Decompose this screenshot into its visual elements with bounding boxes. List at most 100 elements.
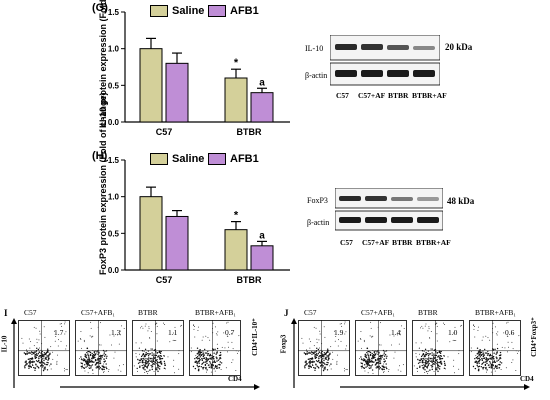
- g-ytick-label-3: 1.5: [108, 8, 120, 17]
- h-bar-afb1-btbr: [250, 245, 274, 271]
- flow-i-plot-title-1: C57+AFB₁: [81, 308, 115, 317]
- legend-saline-g: Saline: [150, 5, 204, 17]
- flow-j-plot-pct-3: 0.6: [505, 328, 515, 337]
- flow-j-dotplot-3: [469, 320, 521, 376]
- blot-g-label-il10: IL-10: [305, 44, 324, 53]
- legend-saline-swatch-h: [150, 153, 168, 165]
- g-annot-star: *: [234, 57, 239, 69]
- flow-j-dotplot-frame-1: [355, 320, 407, 376]
- flow-i-dots-0: [21, 321, 68, 372]
- legend-saline-label-h: Saline: [172, 153, 205, 165]
- h-bar-saline-c57: [139, 196, 163, 271]
- flow-j-tag: J: [284, 308, 289, 318]
- g-xlabel-0: C57: [156, 127, 173, 137]
- g-ytick-label-0: 0.0: [108, 118, 120, 127]
- g-ytick-label-1: 0.5: [108, 81, 120, 90]
- blot-g-image: [330, 35, 440, 86]
- legend-afb1-label-h: AFB1: [230, 153, 259, 165]
- g-ytick-label-2: 1.0: [108, 45, 120, 54]
- flow-j-dots-1: [357, 321, 405, 374]
- blot-g-lane-4: BTBR+AF: [412, 91, 447, 100]
- h-ytick-label-0: 0.0: [108, 266, 120, 275]
- h-annot-a: a: [259, 230, 265, 241]
- blot-g-lane-2: C57+AF: [358, 91, 386, 100]
- legend-afb1-label: AFB1: [230, 5, 259, 17]
- flow-j-xaxis: CD4: [520, 375, 534, 383]
- h-ytick-label-3: 1.5: [108, 156, 120, 165]
- flow-i-plot-pct-1: 1.3: [111, 328, 121, 337]
- flow-j-yaxis: Foxp3: [279, 334, 288, 354]
- h-bar-saline-btbr: [224, 229, 248, 271]
- flow-i-dotplot-frame-1: [75, 320, 127, 376]
- flow-i-plots: C57 1.7 C57+AFB₁ 1.3 BTBR 1.1 BTBR+AFB₁ 0.7: [18, 308, 258, 382]
- flow-i-dots-1: [77, 321, 125, 374]
- flow-j-dots-0: [301, 321, 348, 372]
- flow-j-plot-title-1: C57+AFB₁: [361, 308, 395, 317]
- flow-j-plots: C57 1.9 C57+AFB₁ 1.4 BTBR 1.0 BTBR+AFB₁ 0.6: [298, 308, 538, 382]
- flow-j-plot-pct-1: 1.4: [391, 328, 401, 337]
- g-bar-saline-c57: [139, 48, 163, 123]
- flow-i-tag: I: [4, 308, 8, 318]
- blot-g-kda: 20 kDa: [445, 42, 473, 52]
- flow-i-right-label: CD4⁺IL-10⁺: [250, 318, 259, 356]
- legend-saline-swatch: [150, 5, 168, 17]
- flow-i-dotplot-frame-0: [18, 320, 70, 376]
- legend-afb1-g: AFB1: [208, 5, 259, 17]
- flow-i-yaxis: IL-10: [0, 335, 9, 353]
- h-xlabel-0: C57: [156, 275, 173, 285]
- flow-i-xarrow: [60, 384, 260, 390]
- h-ytick-label-1: 0.5: [108, 229, 120, 238]
- panel-h-tag: (H): [92, 150, 108, 162]
- legend-saline-h: Saline: [150, 153, 204, 165]
- panel-g-tag: (G): [92, 2, 108, 14]
- flow-i-plot-pct-2: 1.1: [168, 328, 178, 337]
- blot-h-label-actin: β-actin: [307, 218, 330, 227]
- flow-j-dotplot-frame-0: [298, 320, 350, 376]
- legend-saline-label: Saline: [172, 5, 205, 17]
- legend-afb1-swatch: [208, 5, 226, 17]
- g-bar-afb1-btbr: [250, 92, 274, 123]
- flow-j-dotplot-2: [412, 320, 464, 376]
- flow-i-dots-3: [190, 321, 240, 373]
- flow-i-dotplot-0: [18, 320, 70, 376]
- legend-afb1-h: AFB1: [208, 153, 259, 165]
- foxp3-bar-chart: 0.0 0.5 1.0 1.5 C57 BTBR * a: [108, 156, 290, 285]
- g-bar-saline-btbr: [224, 77, 248, 123]
- flow-i-dotplot-2: [132, 320, 184, 376]
- blot-g-label-actin: β-actin: [305, 71, 328, 80]
- h-annot-star: *: [234, 210, 239, 222]
- blot-h-kda: 48 kDa: [447, 196, 475, 206]
- flow-j-yarrow: [291, 318, 297, 388]
- flow-j-xarrow: [340, 384, 530, 390]
- blot-h-image: [335, 188, 443, 231]
- blot-g-lane-1: C57: [336, 91, 349, 100]
- flow-i-plot-title-0: C57: [24, 308, 37, 317]
- h-ytick-label-2: 1.0: [108, 193, 120, 202]
- flow-j-right-label: CD4⁺Foxp3⁺: [529, 317, 538, 357]
- blot-h-lane-3: BTBR: [392, 238, 413, 247]
- g-annot-a: a: [259, 77, 265, 88]
- blot-h-lane-2: C57+AF: [362, 238, 390, 247]
- il10-bar-chart: 0.0 0.5 1.0 1.5 C57 BTBR * a: [108, 8, 290, 137]
- flow-i-dotplot-1: [75, 320, 127, 376]
- flow-j-dots-3: [470, 321, 520, 373]
- flow-i-yarrow: [11, 318, 17, 388]
- flow-i-plot-pct-0: 1.7: [54, 328, 64, 337]
- blot-h-label-foxp3: FoxP3: [307, 196, 328, 205]
- blot-g-lane-3: BTBR: [388, 91, 409, 100]
- flow-j-plot-title-2: BTBR: [418, 308, 438, 317]
- flow-i-dotplot-3: [189, 320, 241, 376]
- g-bar-afb1-c57: [165, 62, 189, 123]
- flow-i-plot-title-3: BTBR+AFB₁: [195, 308, 237, 317]
- flow-i-plot-pct-3: 0.7: [225, 328, 235, 337]
- h-xlabel-1: BTBR: [237, 275, 262, 285]
- flow-i-dots-2: [133, 322, 183, 375]
- flow-i-xaxis: CD4: [228, 375, 242, 383]
- flow-j-dotplot-1: [355, 320, 407, 376]
- flow-j-plot-pct-2: 1.0: [448, 328, 458, 337]
- flow-j-dots-2: [413, 322, 463, 375]
- blot-h-lane-1: C57: [340, 238, 353, 247]
- flow-i-plot-title-2: BTBR: [138, 308, 158, 317]
- h-bar-afb1-c57: [165, 215, 189, 271]
- flow-j-dotplot-0: [298, 320, 350, 376]
